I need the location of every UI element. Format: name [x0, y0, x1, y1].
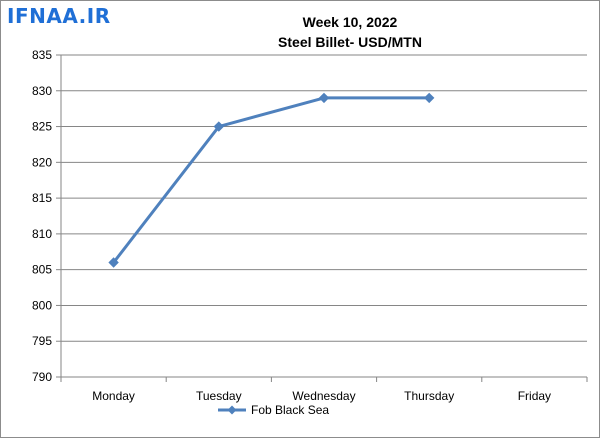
- y-tick-label: 805: [32, 263, 52, 277]
- x-axis-ticks: Monday Tuesday Wednesday Thursday Friday: [60, 377, 588, 403]
- data-point-marker: [318, 92, 330, 104]
- data-point-marker: [108, 257, 119, 268]
- y-tick-label: 835: [32, 48, 52, 62]
- y-tick-label: 825: [32, 120, 52, 134]
- y-tick-label: 790: [32, 370, 52, 384]
- x-tick-label: Thursday: [404, 389, 454, 403]
- data-point-marker: [213, 121, 225, 132]
- y-tick-label: 800: [32, 298, 52, 312]
- data-point-marker: [423, 92, 435, 104]
- series-line: [112, 96, 430, 264]
- legend-label: Fob Black Sea: [251, 403, 329, 417]
- y-axis-ticks: 790 795 800 805 810 815 820 825 830 835: [32, 48, 61, 384]
- y-tick-label: 820: [32, 155, 52, 169]
- x-tick-label: Wednesday: [292, 389, 355, 403]
- gridlines: [61, 54, 587, 378]
- x-tick-label: Friday: [518, 389, 551, 403]
- chart-title: Week 10, 2022: [302, 14, 398, 30]
- y-tick-label: 815: [32, 191, 52, 205]
- x-tick-label: Monday: [92, 389, 135, 403]
- legend-marker: [227, 405, 237, 415]
- chart-subtitle: Steel Billet- USD/MTN: [278, 34, 422, 50]
- y-tick-label: 830: [32, 84, 52, 98]
- series-layer: [108, 92, 435, 268]
- y-tick-label: 795: [32, 334, 52, 348]
- axes: [60, 55, 587, 378]
- y-tick-label: 810: [32, 227, 52, 241]
- legend: Fob Black Sea: [218, 403, 329, 417]
- brand-logo: IFNAA.IR: [7, 4, 111, 28]
- x-tick-label: Tuesday: [196, 389, 242, 403]
